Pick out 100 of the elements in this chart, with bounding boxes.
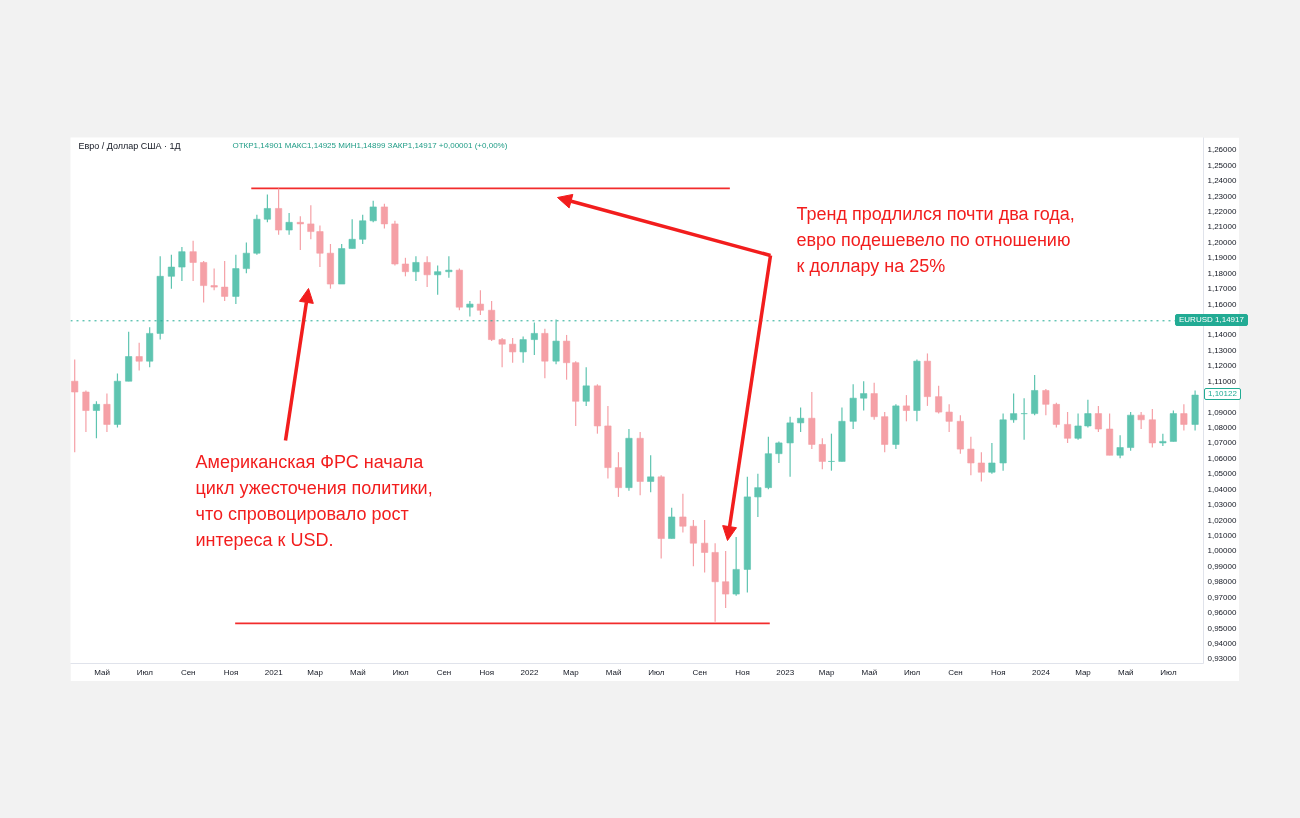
candlestick [818, 437, 826, 470]
candlestick [1084, 399, 1092, 429]
candlestick [614, 451, 622, 498]
candlestick [296, 215, 304, 251]
x-tick-label: Май [605, 667, 622, 677]
candlestick [530, 322, 538, 356]
y-tick-label: 1,11000 [1207, 376, 1237, 386]
y-tick-label: 1,06000 [1207, 453, 1237, 463]
candlestick [945, 403, 953, 433]
y-tick-label: 1,00000 [1207, 546, 1237, 556]
candlestick [1031, 374, 1039, 416]
x-tick-label: Сен [692, 667, 708, 677]
y-tick-label: 1,01000 [1207, 530, 1237, 540]
y-tick-label: 0,98000 [1207, 577, 1237, 587]
candlestick [242, 241, 250, 274]
candlestick [988, 442, 996, 475]
candlestick [701, 519, 709, 574]
x-tick-label: Сен [436, 667, 452, 677]
y-tick-label: 0,99000 [1207, 561, 1237, 571]
candlestick [563, 334, 571, 381]
candlestick [1094, 405, 1102, 433]
candlestick [935, 385, 943, 415]
annotation: Американская ФРС начала цикл ужесточения политики, что спровоцировало рост интереса к USD. [195, 451, 433, 550]
candlestick [977, 451, 985, 483]
candlestick [519, 335, 527, 364]
candlestick [135, 342, 143, 372]
candlestick [221, 260, 229, 302]
y-tick-label: 1,22000 [1207, 207, 1237, 217]
candlestick [1052, 402, 1060, 429]
candlestick [647, 454, 655, 493]
y-tick-label: 1,25000 [1207, 160, 1237, 170]
y-tick-label: 1,03000 [1207, 500, 1237, 510]
candlestick [82, 389, 90, 433]
x-tick-label: Июл [903, 667, 921, 677]
candlestick [849, 383, 857, 430]
candlestick [689, 519, 697, 567]
candlestick [722, 550, 730, 609]
y-tick-label: 0,94000 [1207, 638, 1237, 648]
x-tick-label: Май [94, 667, 110, 677]
candlestick [582, 366, 590, 407]
y-tick-label: 1,08000 [1207, 422, 1237, 432]
y-tick-label: 1,17000 [1207, 284, 1237, 294]
annotation: 1,10122 [1204, 388, 1241, 401]
chart-title: Евро / Доллар США · 1Д [78, 140, 181, 151]
y-tick-label: 1,04000 [1207, 484, 1237, 494]
candlestick [369, 200, 377, 223]
candlestick [359, 214, 367, 245]
chart-subtitle: ОТКР1,14901 МАКС1,14925 МИН1,14899 ЗАКР1,14917 +0,00001 (+0,00%) [232, 141, 508, 150]
x-tick-label: Июл [648, 667, 665, 677]
x-tick-label: Сен [180, 667, 196, 677]
candlestick [423, 255, 431, 288]
candlestick [92, 400, 100, 439]
candlestick [552, 318, 560, 365]
y-tick-label: 1,23000 [1207, 191, 1237, 201]
candlestick [103, 392, 111, 433]
x-tick-label: Май [349, 667, 366, 677]
candlestick [1180, 403, 1188, 432]
candlestick [285, 212, 293, 236]
x-tick-label: Ноя [990, 667, 1006, 677]
y-tick-label: 1,13000 [1207, 345, 1237, 355]
x-tick-label: Сен [948, 667, 963, 677]
x-tick-label: Мар [307, 667, 324, 677]
x-tick-label: 2022 [520, 667, 539, 677]
candlestick [498, 337, 506, 368]
ref-line-label: EURUSD 1,14917 [1175, 314, 1248, 327]
x-tick-label: Ноя [735, 667, 750, 677]
y-tick-label: 1,18000 [1207, 268, 1237, 278]
candlestick [434, 264, 442, 296]
candlestick [668, 507, 676, 540]
y-tick-label: 1,24000 [1207, 176, 1237, 186]
candlestick [380, 203, 388, 230]
x-tick-label: Ноя [479, 667, 494, 677]
candlestick [189, 240, 197, 282]
annotation: Тренд продлился почти два года, евро подешевело по отношению к доллару на 25% [796, 203, 1075, 276]
candlestick [167, 254, 175, 290]
x-tick-label: Июл [392, 667, 409, 677]
x-tick-label: Июл [1160, 667, 1177, 677]
candlestick [786, 416, 794, 478]
candlestick [275, 187, 283, 236]
y-tick-label: 0,96000 [1207, 608, 1237, 618]
x-tick-label: 2023 [776, 667, 795, 677]
y-tick-label: 1,14000 [1207, 330, 1237, 340]
candlestick [476, 289, 484, 316]
candlestick [1064, 411, 1072, 444]
candlestick [509, 337, 517, 364]
candlestick [1137, 411, 1145, 430]
candlestick [870, 382, 878, 421]
candlestick [679, 493, 687, 533]
candlestick [263, 193, 271, 223]
y-tick-label: 0,97000 [1207, 592, 1237, 602]
candlestick [466, 300, 474, 318]
y-tick-label: 1,05000 [1207, 469, 1237, 479]
y-tick-label: 1,26000 [1207, 145, 1237, 155]
candlestick [1074, 413, 1082, 441]
x-tick-label: Ноя [223, 667, 239, 677]
candlestick [401, 257, 409, 277]
candlestick [348, 218, 356, 250]
candlestick [445, 255, 453, 279]
candlestick [178, 246, 186, 282]
y-tick-label: 0,95000 [1207, 623, 1237, 633]
